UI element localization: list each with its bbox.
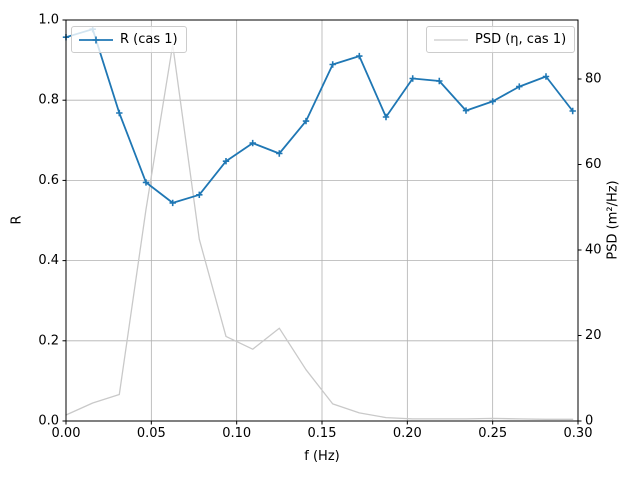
x-tick-label: 0.00 — [52, 426, 81, 441]
legend-psd-sample-line — [434, 38, 468, 41]
right-y-tick-label: 80 — [585, 71, 602, 86]
right-y-tick-label: 20 — [585, 328, 602, 343]
left-y-tick-label: 0.8 — [38, 93, 59, 108]
r-series-markers — [62, 26, 576, 207]
psd-series-line — [65, 44, 574, 420]
right-y-tick-label: 0 — [585, 414, 593, 429]
x-tick-label: 0.25 — [478, 426, 507, 441]
left-y-tick-label: 0.2 — [38, 333, 59, 348]
x-tick-label: 0.30 — [564, 426, 593, 441]
legend-r-sample-line — [79, 36, 113, 43]
legend-r: R (cas 1) — [71, 26, 187, 53]
right-y-tick-label: 60 — [585, 157, 602, 172]
left-y-tick-label: 0.4 — [38, 253, 59, 268]
x-tick-label: 0.10 — [222, 426, 251, 441]
r-series-line — [65, 28, 574, 204]
right-y-tick-label: 40 — [585, 242, 602, 257]
left-y-axis-label: R — [9, 215, 25, 225]
legend-psd: PSD (η, cas 1) — [426, 26, 576, 53]
x-tick-label: 0.15 — [308, 426, 337, 441]
x-axis-label: f (Hz) — [304, 449, 340, 464]
x-tick-label: 0.20 — [393, 426, 422, 441]
left-y-tick-label: 0.0 — [38, 414, 59, 429]
left-y-tick-label: 0.6 — [38, 173, 59, 188]
x-tick-label: 0.05 — [137, 426, 166, 441]
legend-r-label: R (cas 1) — [120, 32, 178, 47]
right-y-axis-label: PSD (m²/Hz) — [605, 180, 621, 260]
left-y-tick-label: 1.0 — [38, 13, 59, 28]
legend-psd-label: PSD (η, cas 1) — [475, 32, 567, 47]
